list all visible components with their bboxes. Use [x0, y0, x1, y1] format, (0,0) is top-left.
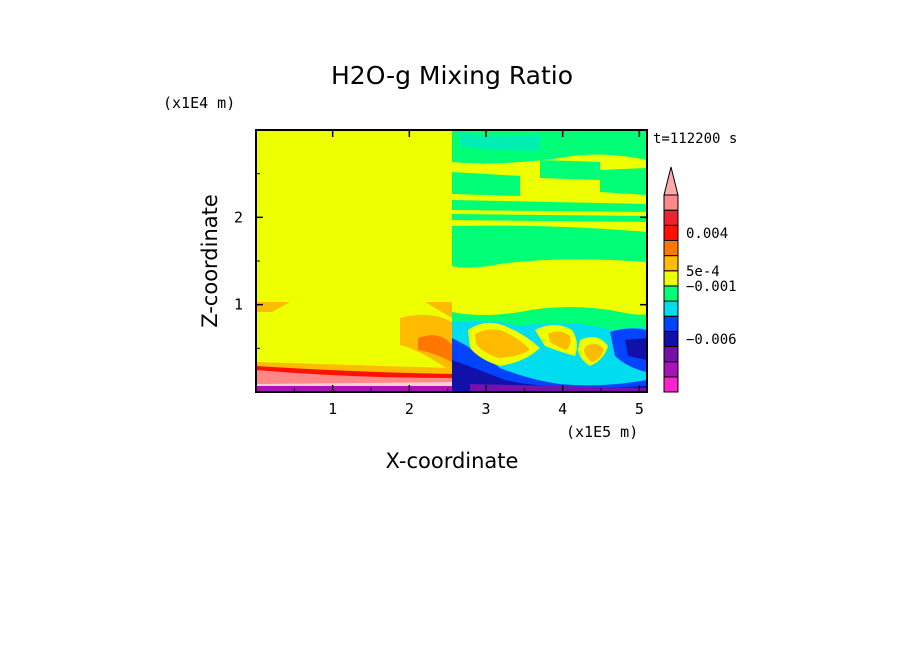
contour [452, 225, 647, 268]
contour [540, 160, 600, 180]
contour [460, 132, 540, 151]
contour [452, 200, 647, 212]
x-tick-label: 4 [558, 400, 567, 418]
colorbar-extend-arrow [663, 166, 679, 196]
chart-title: H2O-g Mixing Ratio [331, 61, 573, 90]
colorbar-label: 5e-4 [686, 264, 720, 280]
x-scale-label: (x1E5 m) [566, 423, 638, 441]
y-scale-label: (x1E4 m) [163, 94, 235, 112]
contour [452, 214, 647, 222]
x-axis-label: X-coordinate [386, 449, 519, 473]
contour [475, 329, 530, 358]
contour [256, 386, 452, 392]
heatmap-field [256, 130, 647, 392]
y-tick-label: 2 [234, 208, 243, 226]
y-ticks: 12 [234, 173, 647, 349]
contour [584, 343, 604, 362]
x-tick-label: 3 [481, 400, 490, 418]
contour [256, 302, 290, 312]
y-tick-label: 1 [234, 296, 243, 314]
contour [418, 335, 452, 362]
colorbar-level [663, 315, 679, 332]
contour [470, 384, 647, 392]
colorbar-label: −0.006 [686, 332, 737, 348]
colorbar-level [663, 376, 679, 393]
colorbar-level [663, 239, 679, 257]
contour [452, 172, 520, 196]
colorbar-level [663, 330, 679, 348]
colorbar-level [663, 224, 679, 241]
colorbar-level [663, 285, 679, 302]
time-label: t=112200 s [653, 131, 737, 147]
contour [452, 360, 647, 392]
contour [600, 168, 647, 195]
x-tick-label: 5 [635, 400, 644, 418]
colorbar-level [663, 346, 679, 363]
colorbar-level [663, 270, 679, 287]
colorbar-level [663, 255, 679, 272]
colorbar-level [663, 194, 679, 211]
colorbar-labels: 0.004 5e-4−0.001 −0.006 [686, 226, 737, 348]
colorbar-label: 0.004 [686, 226, 728, 242]
colorbar-level [663, 300, 679, 317]
y-axis-label: Z-coordinate [198, 194, 222, 328]
colorbar-label: −0.001 [686, 279, 737, 295]
contour [535, 350, 590, 382]
x-tick-label: 2 [405, 400, 414, 418]
colorbar-level [663, 361, 679, 378]
colorbar-level [663, 209, 679, 226]
contour [548, 331, 571, 350]
contour [625, 338, 647, 360]
x-ticks: 1 2 3 4 5 [293, 130, 644, 418]
contour [425, 302, 452, 318]
x-tick-label: 1 [328, 400, 337, 418]
colorbar [663, 166, 679, 393]
